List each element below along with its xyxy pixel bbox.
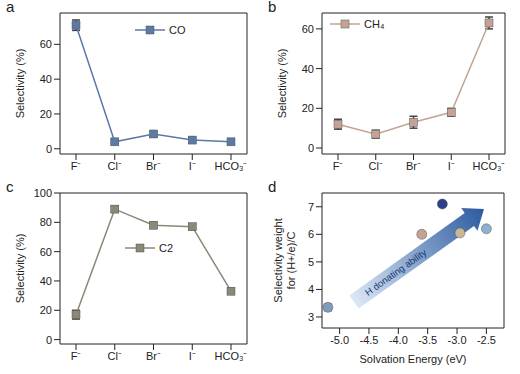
svg-text:I⁻: I⁻ bbox=[189, 160, 196, 172]
svg-text:0: 0 bbox=[46, 143, 52, 155]
svg-text:60: 60 bbox=[302, 23, 314, 35]
svg-text:F⁻: F⁻ bbox=[71, 350, 82, 362]
svg-text:HCO₃⁻: HCO₃⁻ bbox=[473, 160, 506, 172]
svg-text:HCO₃⁻: HCO₃⁻ bbox=[215, 350, 248, 362]
svg-text:Cl⁻: Cl⁻ bbox=[108, 350, 122, 362]
svg-text:-4.5: -4.5 bbox=[359, 334, 378, 346]
svg-text:5: 5 bbox=[308, 256, 314, 268]
svg-text:Selectivity (%): Selectivity (%) bbox=[14, 234, 26, 304]
html-text:c: c bbox=[6, 178, 14, 195]
svg-text:0: 0 bbox=[308, 142, 314, 154]
svg-text:Selectivity weightfor (H+/e)/C: Selectivity weightfor (H+/e)/C bbox=[272, 218, 297, 302]
svg-text:Solvation Energy (eV): Solvation Energy (eV) bbox=[360, 353, 467, 365]
svg-text:80: 80 bbox=[40, 216, 52, 228]
svg-text:20: 20 bbox=[302, 102, 314, 114]
svg-text:7: 7 bbox=[308, 201, 314, 213]
svg-text:F⁻: F⁻ bbox=[71, 160, 82, 172]
svg-text:-3.0: -3.0 bbox=[448, 334, 467, 346]
svg-text:H donating ability: H donating ability bbox=[363, 246, 429, 297]
svg-text:F⁻: F⁻ bbox=[333, 160, 344, 172]
html-text:d: d bbox=[268, 178, 277, 195]
html-text:CH₄: CH₄ bbox=[364, 18, 385, 30]
svg-text:Br⁻: Br⁻ bbox=[146, 350, 161, 362]
svg-text:-4.0: -4.0 bbox=[389, 334, 408, 346]
svg-text:100: 100 bbox=[34, 187, 52, 199]
svg-text:-5.0: -5.0 bbox=[330, 334, 349, 346]
svg-text:4: 4 bbox=[308, 283, 314, 295]
svg-text:Br⁻: Br⁻ bbox=[146, 160, 161, 172]
svg-text:3: 3 bbox=[308, 311, 314, 323]
html-text:CO: CO bbox=[169, 24, 186, 36]
svg-text:Selectivity (%): Selectivity (%) bbox=[14, 49, 26, 119]
svg-text:Cl⁻: Cl⁻ bbox=[108, 160, 122, 172]
svg-text:20: 20 bbox=[40, 304, 52, 316]
svg-text:60: 60 bbox=[40, 38, 52, 50]
svg-text:I⁻: I⁻ bbox=[448, 160, 455, 172]
svg-text:I⁻: I⁻ bbox=[189, 350, 196, 362]
svg-text:HCO₃⁻: HCO₃⁻ bbox=[215, 160, 248, 172]
svg-text:40: 40 bbox=[40, 73, 52, 85]
svg-text:60: 60 bbox=[40, 246, 52, 258]
svg-text:6: 6 bbox=[308, 228, 314, 240]
html-text:C2: C2 bbox=[159, 242, 174, 254]
svg-text:Selectivity (%): Selectivity (%) bbox=[276, 49, 288, 119]
svg-text:40: 40 bbox=[302, 63, 314, 75]
svg-text:-3.5: -3.5 bbox=[418, 334, 437, 346]
svg-text:Cl⁻: Cl⁻ bbox=[369, 160, 383, 172]
svg-text:0: 0 bbox=[46, 334, 52, 346]
svg-text:Br⁻: Br⁻ bbox=[406, 160, 421, 172]
svg-text:20: 20 bbox=[40, 108, 52, 120]
svg-text:-2.5: -2.5 bbox=[477, 334, 496, 346]
svg-text:40: 40 bbox=[40, 275, 52, 287]
